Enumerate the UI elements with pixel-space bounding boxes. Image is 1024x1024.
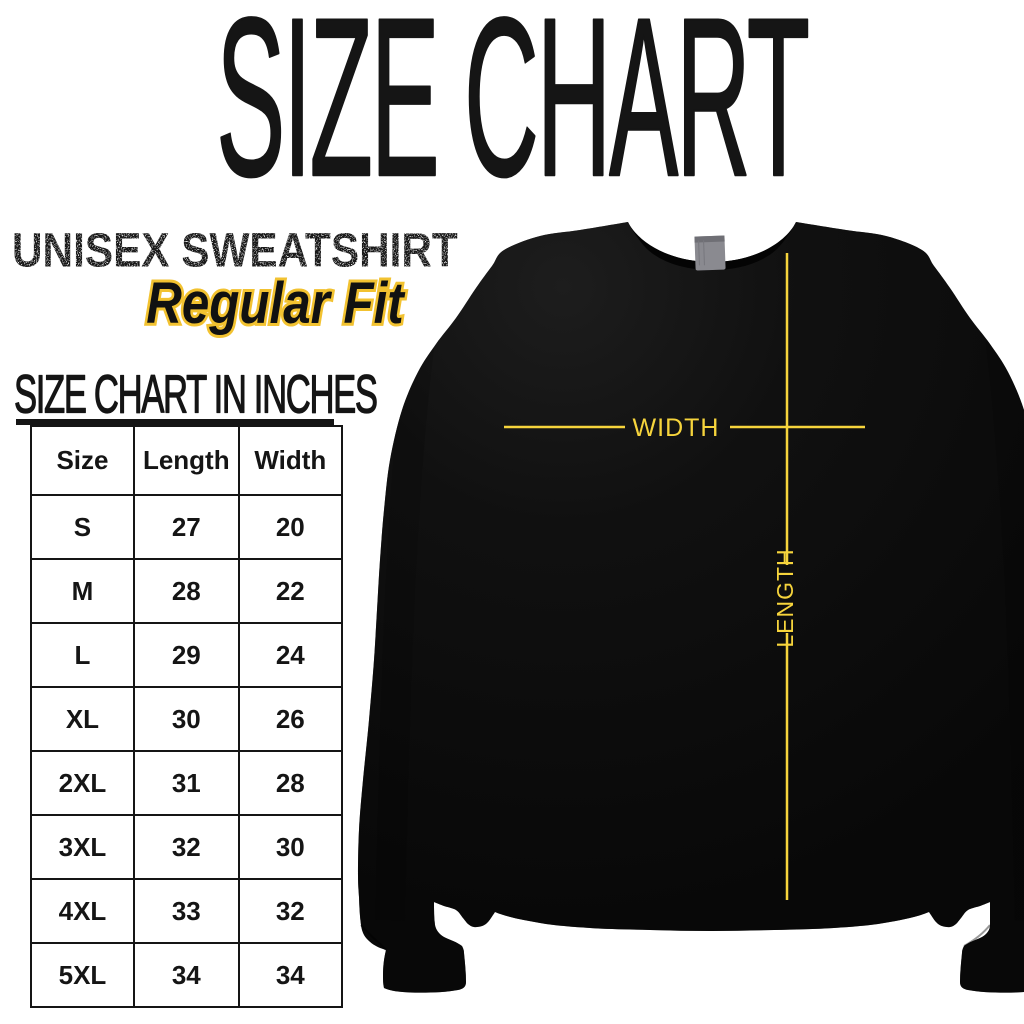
svg-text:LENGTH: LENGTH (772, 548, 798, 647)
svg-text:WIDTH: WIDTH (633, 414, 720, 442)
